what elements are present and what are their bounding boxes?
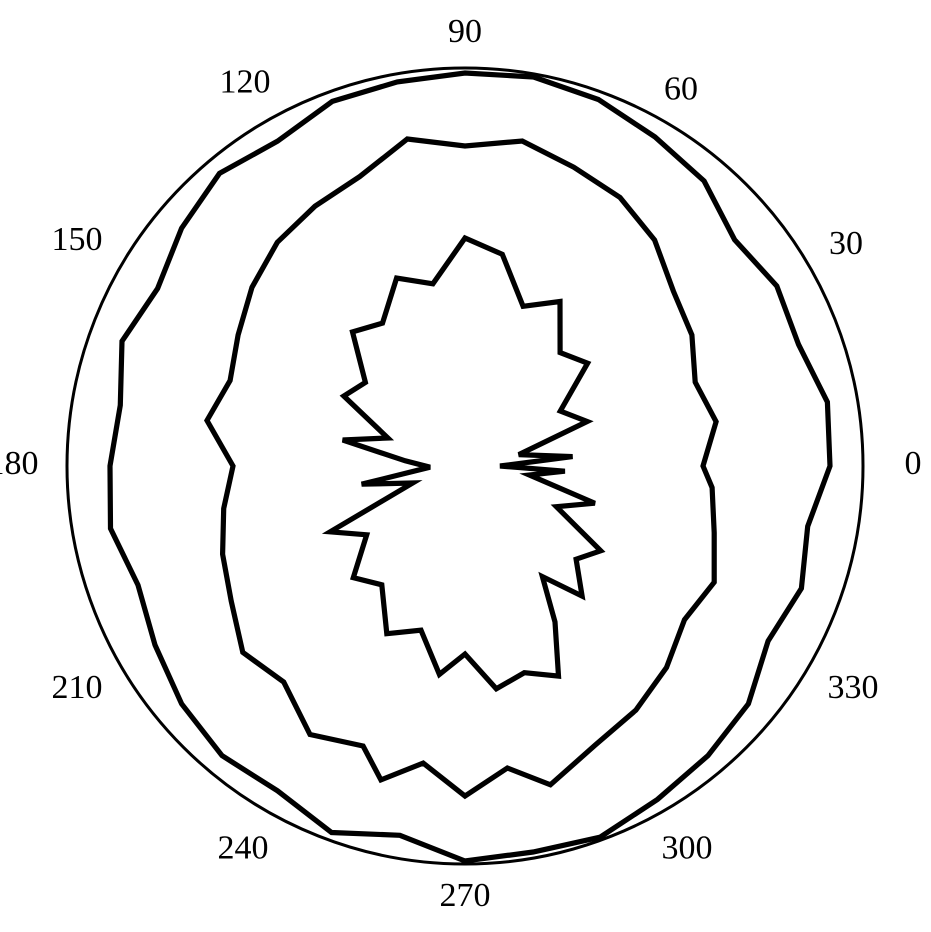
contour-middle [207,139,716,796]
angle-label-90: 90 [448,13,482,50]
angle-label-60: 60 [664,71,698,108]
angle-label-180: 180 [0,445,39,482]
angle-label-240: 240 [218,829,269,866]
angle-label-150: 150 [52,221,103,258]
polar-chart: 0 30 60 90 120 150 180 210 240 270 300 330 [0,0,931,932]
polar-outer-circle [67,68,863,864]
angle-label-0: 0 [905,445,922,482]
contour-inner [330,238,601,689]
angle-label-270: 270 [440,877,491,914]
angle-label-210: 210 [52,669,103,706]
angle-label-30: 30 [829,225,863,262]
angle-label-120: 120 [220,64,271,101]
contour-outer [110,73,830,861]
angle-label-330: 330 [827,669,878,706]
angle-label-300: 300 [662,829,713,866]
